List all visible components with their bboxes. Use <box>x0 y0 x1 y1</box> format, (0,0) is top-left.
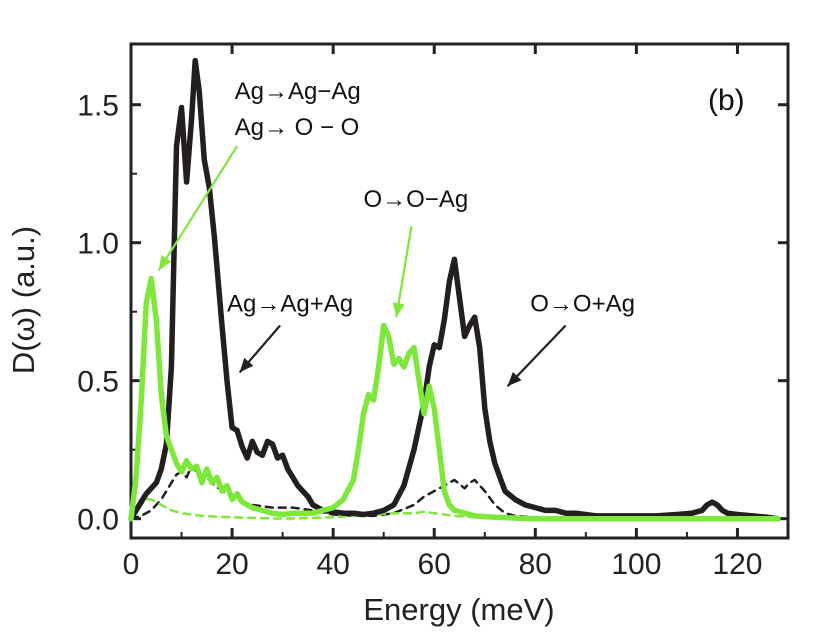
annotation-arrow-head <box>507 371 522 387</box>
x-tick-label: 60 <box>418 548 451 581</box>
x-tick-label: 40 <box>316 548 349 581</box>
annotation-arrow-line <box>506 324 567 387</box>
arrows-group <box>157 145 567 387</box>
series-line-total-green <box>128 275 781 522</box>
x-axis-ticks: 0 20 40 60 80 100 120 <box>123 44 762 581</box>
annotation-arrow-line <box>395 225 413 318</box>
annotation-label: Ag→Ag+Ag <box>227 291 353 318</box>
series-line-total-black <box>128 57 781 522</box>
y-tick-label: 0.5 <box>77 366 119 399</box>
panel-label: (b) <box>708 84 745 117</box>
x-axis-title: Energy (meV) <box>363 592 554 627</box>
annotation-label: Ag→Ag−Ag <box>235 78 361 105</box>
series-group <box>128 57 781 522</box>
y-axis-title: D(ω) (a.u.) <box>6 226 41 374</box>
annotation-label: O→O−Ag <box>363 186 468 213</box>
annotation-arrow-head <box>158 255 172 271</box>
x-tick-label: 120 <box>712 548 762 581</box>
x-tick-label: 20 <box>215 548 248 581</box>
x-tick-label: 80 <box>519 548 552 581</box>
annotation-label: Ag→ O − O <box>235 114 360 141</box>
x-tick-label: 100 <box>611 548 661 581</box>
y-tick-label: 0.0 <box>77 504 119 537</box>
annotation-arrow-line <box>157 145 239 271</box>
y-tick-label: 1.0 <box>77 228 119 261</box>
plot-frame <box>129 42 790 540</box>
annotation-arrow-head <box>392 302 405 318</box>
annotation-arrow-head <box>239 357 254 373</box>
annotation-label: O→O+Ag <box>530 291 635 318</box>
y-axis-ticks: 0.0 0.5 1.0 1.5 <box>77 90 788 537</box>
series-line-partial-green-dashed <box>129 498 780 520</box>
x-tick-label: 0 <box>123 548 140 581</box>
y-tick-label: 1.5 <box>77 90 119 123</box>
annotations-group: Ag→Ag−Ag Ag→ O − O O→O−Ag Ag→Ag+Ag O→O+Ag <box>227 78 635 318</box>
